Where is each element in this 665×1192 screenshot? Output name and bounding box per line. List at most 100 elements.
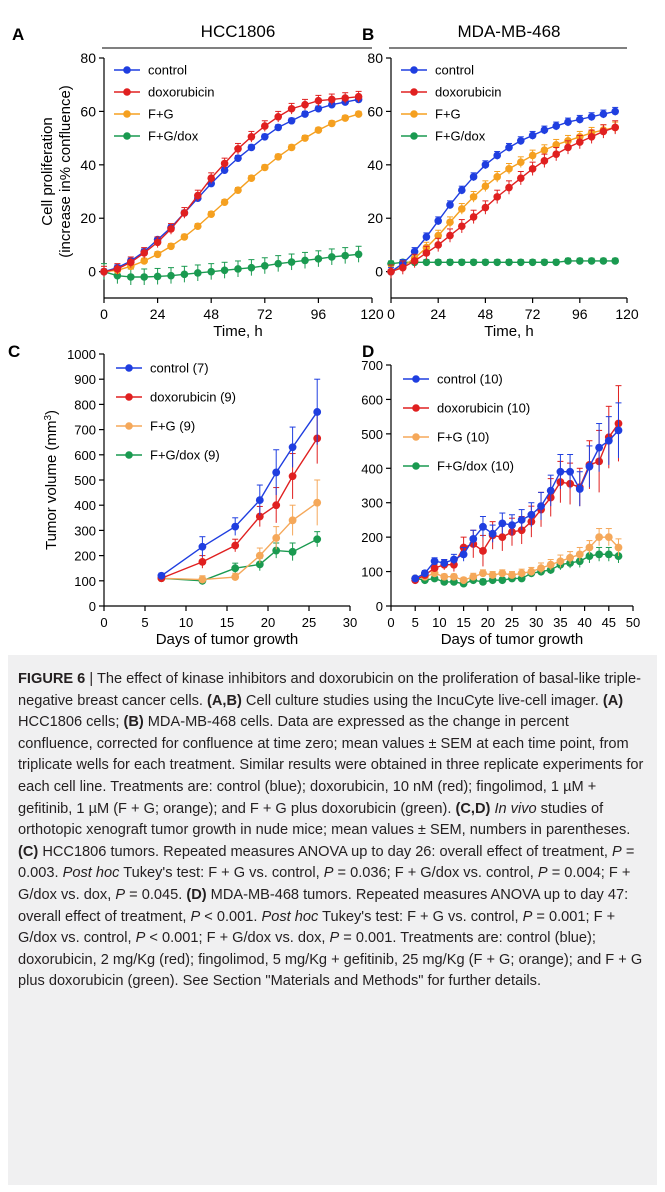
data-point <box>493 173 502 181</box>
data-point <box>231 573 240 581</box>
data-point <box>272 546 281 555</box>
legend-label: control <box>435 63 474 78</box>
data-point <box>450 555 458 564</box>
data-point <box>611 107 619 116</box>
data-point <box>313 408 322 416</box>
y-tick-label: 700 <box>74 423 96 438</box>
data-point <box>410 247 419 256</box>
series-2 <box>100 110 363 276</box>
x-tick-label: 45 <box>602 615 616 630</box>
data-point <box>247 132 256 141</box>
y-tick-label: 40 <box>367 157 383 173</box>
data-point <box>498 533 507 542</box>
legend-marker <box>410 110 418 118</box>
data-point <box>207 210 215 219</box>
x-tick-label: 15 <box>456 615 470 630</box>
legend-label: F+G/dox <box>148 129 199 144</box>
series-0 <box>411 402 623 583</box>
legend-label: doxorubicin <box>148 85 215 100</box>
data-point <box>585 543 594 552</box>
data-point <box>288 472 297 481</box>
data-point <box>595 533 604 542</box>
data-point <box>458 205 466 213</box>
x-axis-label: Time, h <box>484 323 533 340</box>
data-point <box>234 145 242 153</box>
legend-marker <box>412 462 420 470</box>
legend-marker <box>123 110 131 118</box>
data-point <box>167 271 175 280</box>
data-point <box>498 569 507 578</box>
data-point <box>422 233 431 241</box>
legend-label: F+G/dox <box>435 129 486 144</box>
legend-marker <box>412 404 420 412</box>
data-point <box>410 257 419 265</box>
legend-marker <box>410 132 418 140</box>
data-point <box>247 174 256 182</box>
y-tick-label: 60 <box>367 103 383 119</box>
data-point <box>469 193 478 201</box>
y-tick-label: 200 <box>74 549 96 564</box>
data-point <box>287 104 296 113</box>
data-point <box>481 161 490 169</box>
y-tick-label: 900 <box>74 372 96 387</box>
data-point <box>422 258 431 267</box>
figure-caption: FIGURE 6 | The effect of kinase inhibito… <box>18 671 644 990</box>
data-point <box>387 259 395 268</box>
data-point <box>552 140 560 149</box>
x-tick-label: 48 <box>203 306 219 322</box>
data-point <box>328 253 336 261</box>
x-tick-label: 25 <box>505 615 519 630</box>
data-point <box>313 535 322 544</box>
data-point <box>231 541 240 550</box>
data-point <box>140 257 148 265</box>
x-tick-label: 24 <box>430 306 446 322</box>
data-point <box>604 550 613 559</box>
panel-letter: B <box>362 25 374 44</box>
data-point <box>301 100 309 109</box>
data-point <box>198 542 207 551</box>
data-point <box>411 574 420 583</box>
data-point <box>180 270 189 279</box>
data-point <box>488 571 497 579</box>
legend-marker <box>125 393 133 401</box>
panel-letter: D <box>362 342 374 361</box>
data-point <box>113 265 122 273</box>
legend-marker <box>123 88 131 96</box>
data-point <box>220 198 229 207</box>
legend-label: F+G/dox (10) <box>437 459 514 474</box>
data-point <box>505 183 513 192</box>
data-point <box>488 529 497 538</box>
x-tick-label: 5 <box>412 615 419 630</box>
data-point <box>274 123 283 132</box>
data-point <box>458 186 466 194</box>
data-point <box>540 146 549 154</box>
caption-box: FIGURE 6 | The effect of kinase inhibito… <box>8 655 657 1185</box>
data-point <box>272 468 281 477</box>
data-point <box>564 118 572 126</box>
legend-label: F+G <box>148 107 174 122</box>
x-tick-label: 0 <box>100 306 108 322</box>
series-line <box>414 429 619 580</box>
data-point <box>234 265 242 273</box>
x-tick-label: 10 <box>179 615 193 630</box>
data-point <box>611 123 619 132</box>
legend-marker <box>125 364 133 372</box>
x-tick-label: 48 <box>478 306 494 322</box>
panel-letter: C <box>8 342 20 361</box>
data-point <box>167 242 175 251</box>
panel-title: HCC1806 <box>201 22 276 41</box>
data-point <box>328 95 336 104</box>
data-point <box>194 222 202 231</box>
data-point <box>614 426 623 435</box>
data-point <box>517 258 525 267</box>
data-point <box>458 222 466 231</box>
x-tick-label: 25 <box>302 615 316 630</box>
data-point <box>498 519 507 528</box>
data-point <box>537 502 545 511</box>
figure-label: FIGURE 6 <box>18 671 86 687</box>
data-point <box>301 110 309 118</box>
data-point <box>587 132 596 141</box>
data-point <box>505 258 513 267</box>
data-point <box>113 271 122 280</box>
